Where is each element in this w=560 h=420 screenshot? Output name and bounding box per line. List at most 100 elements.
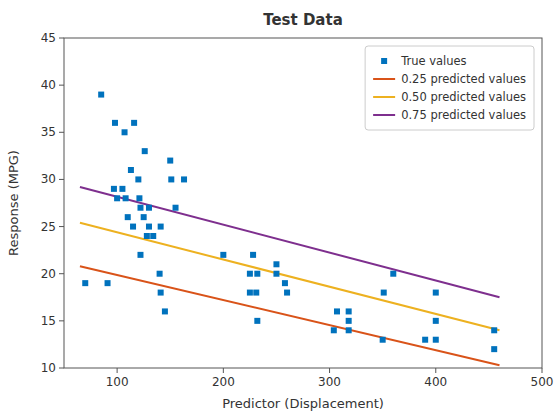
scatter-point — [112, 120, 118, 126]
scatter-point — [167, 158, 173, 164]
scatter-point — [144, 233, 150, 239]
y-tick-label: 15 — [41, 314, 56, 328]
scatter-point — [247, 290, 253, 296]
scatter-point — [150, 233, 156, 239]
scatter-point — [433, 337, 439, 343]
scatter-point — [346, 327, 352, 333]
scatter-point — [381, 290, 387, 296]
legend-label: 0.25 predicted values — [401, 72, 526, 86]
scatter-point — [111, 186, 117, 192]
scatter-point — [331, 327, 337, 333]
x-tick — [223, 368, 224, 373]
scatter-point — [491, 327, 497, 333]
x-tick — [117, 368, 118, 373]
scatter-point — [346, 308, 352, 314]
scatter-point — [98, 92, 104, 98]
scatter-point — [82, 280, 88, 286]
scatter-point — [123, 195, 129, 201]
y-tick-label: 40 — [41, 78, 56, 92]
y-tick-label: 45 — [41, 31, 56, 45]
scatter-point — [125, 214, 131, 220]
x-tick-label: 100 — [106, 375, 129, 389]
y-axis-label: Response (MPG) — [6, 150, 21, 256]
scatter-point — [114, 195, 120, 201]
legend-swatch — [373, 114, 395, 116]
x-tick-label: 200 — [212, 375, 235, 389]
y-tick — [59, 273, 64, 274]
scatter-point — [141, 214, 147, 220]
scatter-point — [433, 290, 439, 296]
scatter-point — [157, 271, 163, 277]
scatter-point — [162, 308, 168, 314]
scatter-point — [253, 290, 259, 296]
scatter-point — [433, 318, 439, 324]
y-tick-label: 25 — [41, 220, 56, 234]
y-tick — [59, 38, 64, 39]
scatter-point — [131, 120, 137, 126]
y-tick-label: 10 — [41, 361, 56, 375]
legend-box — [365, 46, 534, 130]
scatter-point — [273, 271, 279, 277]
scatter-point — [168, 176, 174, 182]
scatter-point — [220, 252, 226, 258]
scatter-point — [334, 308, 340, 314]
scatter-point — [146, 224, 152, 230]
y-tick — [59, 226, 64, 227]
scatter-point — [346, 318, 352, 324]
scatter-point — [158, 224, 164, 230]
scatter-point — [105, 280, 111, 286]
legend-label: True values — [400, 54, 467, 68]
legend-swatch — [373, 78, 395, 80]
scatter-point — [137, 252, 143, 258]
legend-swatch — [373, 96, 395, 98]
scatter-point — [491, 346, 497, 352]
scatter-point — [173, 205, 179, 211]
y-tick-label: 20 — [41, 267, 56, 281]
x-tick-label: 400 — [424, 375, 447, 389]
scatter-point — [128, 167, 134, 173]
scatter-point — [158, 290, 164, 296]
scatter-point — [135, 176, 141, 182]
y-tick-label: 35 — [41, 125, 56, 139]
scatter-point — [146, 205, 152, 211]
quantile-line — [80, 223, 500, 330]
legend-label: 0.50 predicted values — [401, 90, 526, 104]
plot-marks — [80, 92, 500, 366]
x-tick — [329, 368, 330, 373]
y-tick — [59, 132, 64, 133]
scatter-point — [250, 252, 256, 258]
scatter-point — [284, 290, 290, 296]
plot-area — [64, 38, 542, 368]
scatter-point — [422, 337, 428, 343]
scatter-point — [130, 224, 136, 230]
scatter-point — [273, 261, 279, 267]
scatter-point — [254, 271, 260, 277]
scatter-point — [380, 337, 386, 343]
x-tick — [435, 368, 436, 373]
quantile-line — [80, 187, 500, 297]
y-tick — [59, 320, 64, 321]
scatter-point — [119, 186, 125, 192]
y-tick — [59, 368, 64, 369]
legend-label: 0.75 predicted values — [401, 108, 526, 122]
scatter-point — [122, 129, 128, 135]
legend-swatch — [381, 58, 387, 64]
chart-title: Test Data — [263, 11, 343, 29]
x-tick-label: 500 — [531, 375, 554, 389]
y-tick — [59, 179, 64, 180]
x-tick-label: 300 — [318, 375, 341, 389]
scatter-point — [142, 148, 148, 154]
x-tick — [542, 368, 543, 373]
scatter-point — [390, 271, 396, 277]
y-tick-label: 30 — [41, 172, 56, 186]
plot-frame — [64, 38, 542, 368]
y-tick — [59, 85, 64, 86]
scatter-point — [181, 176, 187, 182]
legend: True values 0.25 predicted values 0.50 pre… — [365, 46, 534, 130]
scatter-point — [282, 280, 288, 286]
scatter-point — [136, 195, 142, 201]
chart: 100 200 300 400 500 10 15 20 25 30 35 40 45 Test Data… — [0, 0, 560, 420]
scatter-point — [137, 205, 143, 211]
x-axis-label: Predictor (Displacement) — [222, 396, 384, 411]
scatter-point — [254, 318, 260, 324]
